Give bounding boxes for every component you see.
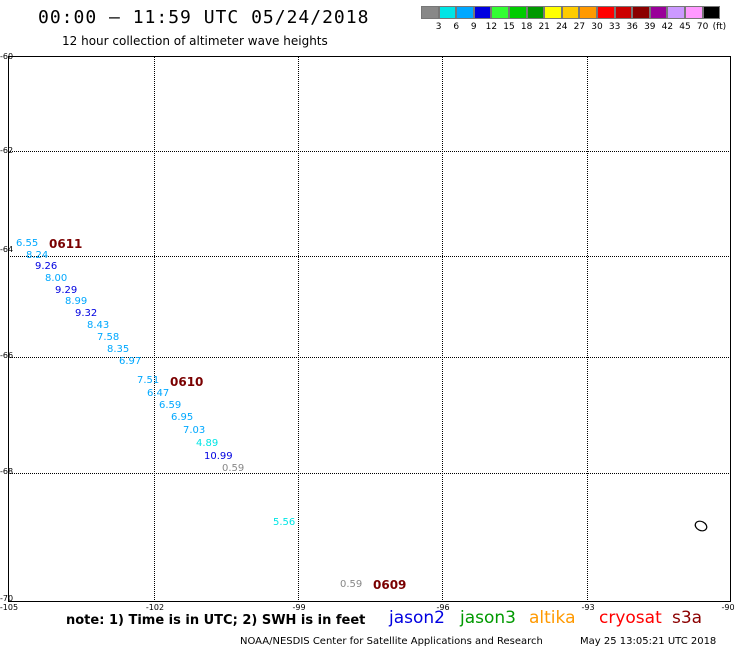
color-scale-swatch xyxy=(632,6,650,19)
color-scale-tick-label: 9 xyxy=(470,22,477,32)
color-scale-tick-label: 24 xyxy=(556,22,568,32)
color-scale-swatch xyxy=(702,6,721,19)
color-scale-tick-label: 15 xyxy=(503,22,515,32)
map-title: 00:00 — 11:59 UTC 05/24/2018 xyxy=(38,7,370,28)
swh-value: 0.59 xyxy=(222,463,245,474)
swh-value: 0.59 xyxy=(340,579,363,590)
color-scale-swatch xyxy=(491,6,509,19)
swh-value: 7.58 xyxy=(97,332,120,343)
color-scale-bar xyxy=(421,6,721,19)
color-scale-tick-label: 30 xyxy=(591,22,603,32)
swh-value: 10.99 xyxy=(204,451,233,462)
swh-value: 6.47 xyxy=(147,388,170,399)
swh-value: 7.03 xyxy=(183,425,206,436)
swh-value: 8.35 xyxy=(107,344,130,355)
lon-label: -99 xyxy=(292,603,306,612)
grid-line-lat xyxy=(8,473,731,474)
swh-value: 9.29 xyxy=(55,285,78,296)
color-scale-swatch xyxy=(684,6,703,19)
color-scale-unit: (ft) xyxy=(712,22,727,32)
swh-value: 5.56 xyxy=(273,517,296,528)
color-scale-swatch xyxy=(508,6,527,19)
lon-label: -102 xyxy=(145,603,165,612)
map-subtitle: 12 hour collection of altimeter wave hei… xyxy=(62,34,328,48)
swh-value: 8.24 xyxy=(26,250,49,261)
pass-id-label: 0610 xyxy=(170,375,204,389)
legend-jason2: jason2 xyxy=(389,608,445,628)
island-outline-icon xyxy=(694,520,708,532)
swh-value: 7.51 xyxy=(137,375,160,386)
map-frame xyxy=(8,56,731,602)
legend-cryosat: cryosat xyxy=(599,608,662,628)
color-scale-swatch xyxy=(526,6,545,19)
color-scale-tick-label: 6 xyxy=(453,22,460,32)
color-scale-swatch xyxy=(667,6,685,19)
grid-line-lon xyxy=(442,56,443,602)
grid-line-lon xyxy=(298,56,299,602)
color-scale-swatch xyxy=(596,6,615,19)
lat-label: -60 xyxy=(0,52,14,61)
swh-value: 6.55 xyxy=(16,238,39,249)
color-scale-tick-label: 27 xyxy=(573,22,586,32)
pass-id-label: 0611 xyxy=(49,237,83,251)
color-scale-swatch xyxy=(561,6,580,19)
swh-value: 6.97 xyxy=(119,356,142,367)
lon-label: -96 xyxy=(436,603,450,612)
color-scale-tick-label: 33 xyxy=(608,22,621,32)
lon-label: -93 xyxy=(581,603,595,612)
footer-timestamp: May 25 13:05:21 UTC 2018 xyxy=(580,636,717,647)
swh-value: 6.59 xyxy=(159,400,182,411)
lat-label: -66 xyxy=(0,351,14,360)
lon-label: -90 xyxy=(721,603,735,612)
color-scale-tick-label: 21 xyxy=(538,22,550,32)
color-scale-tick-label: 70 xyxy=(696,22,709,32)
lat-label: -62 xyxy=(0,146,14,155)
grid-line-lat xyxy=(8,151,731,152)
color-scale-tick-label: 36 xyxy=(626,22,638,32)
color-scale-tick-label: 3 xyxy=(435,22,442,32)
color-scale-swatch xyxy=(649,6,668,19)
lat-label: -70 xyxy=(0,594,14,603)
legend-s3a: s3a xyxy=(672,608,703,628)
color-scale-swatch xyxy=(614,6,633,19)
grid-line-lon xyxy=(154,56,155,602)
swh-value: 9.32 xyxy=(75,308,98,319)
footer-credit: NOAA/NESDIS Center for Satellite Applica… xyxy=(240,636,543,647)
color-scale-swatch xyxy=(473,6,492,19)
color-scale-swatch xyxy=(544,6,562,19)
color-scale-swatch xyxy=(438,6,457,19)
color-scale-tick-label: 39 xyxy=(644,22,656,32)
color-scale-swatch xyxy=(579,6,597,19)
color-scale-swatch xyxy=(456,6,474,19)
lat-label: -68 xyxy=(0,467,14,476)
pass-id-label: 0609 xyxy=(373,578,407,592)
color-scale-swatch xyxy=(421,6,439,19)
swh-value: 6.95 xyxy=(171,412,194,423)
grid-line-lat xyxy=(8,357,731,358)
note-text: note: 1) Time is in UTC; 2) SWH is in fe… xyxy=(66,613,366,628)
legend-altika: altika xyxy=(529,608,576,628)
grid-line-lon xyxy=(587,56,588,602)
lat-label: -64 xyxy=(0,245,14,254)
lon-label: -105 xyxy=(0,603,19,612)
swh-value: 8.43 xyxy=(87,320,110,331)
swh-value: 8.99 xyxy=(65,296,88,307)
color-scale-tick-label: 18 xyxy=(520,22,533,32)
color-scale-tick-label: 12 xyxy=(485,22,498,32)
swh-value: 8.00 xyxy=(45,273,68,284)
swh-value: 9.26 xyxy=(35,261,58,272)
color-scale-tick-label: 42 xyxy=(661,22,674,32)
grid-line-lat xyxy=(8,256,731,257)
legend-jason3: jason3 xyxy=(460,608,516,628)
swh-value: 4.89 xyxy=(196,438,219,449)
color-scale-tick-label: 45 xyxy=(679,22,691,32)
